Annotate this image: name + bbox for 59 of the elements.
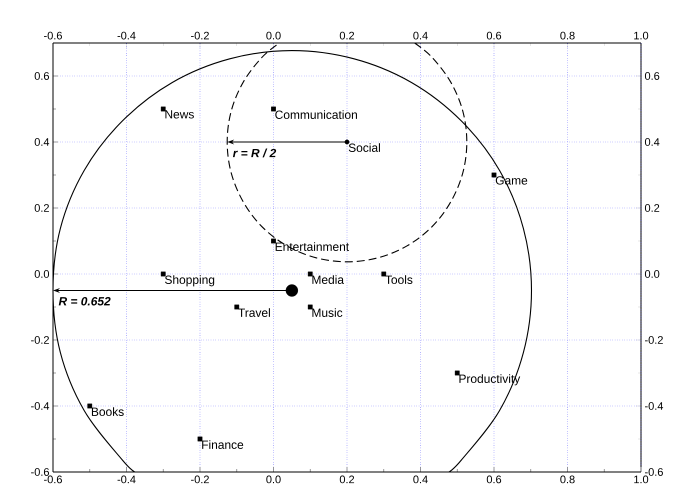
y-tick-label: -0.2 bbox=[31, 336, 49, 344]
point bbox=[87, 404, 92, 408]
y2-tick-label: 0.6 bbox=[644, 72, 660, 80]
x-tick-label: 1.0 bbox=[634, 32, 648, 40]
series-label: Music bbox=[312, 308, 342, 317]
point bbox=[234, 304, 240, 310]
y2-tick-label: -0.2 bbox=[645, 336, 663, 344]
point bbox=[308, 272, 313, 276]
point bbox=[308, 304, 313, 310]
x2-tick-label: 0.4 bbox=[413, 476, 428, 484]
y-tick-label: -0.4 bbox=[31, 402, 50, 410]
point bbox=[198, 436, 202, 442]
x-tick-label: -0.2 bbox=[191, 32, 209, 40]
point bbox=[286, 284, 298, 297]
y2-tick-label: -0.6 bbox=[645, 468, 663, 476]
series-label: Travel bbox=[238, 308, 270, 317]
x2-tick-label: 0.6 bbox=[486, 476, 502, 484]
point bbox=[160, 106, 166, 112]
x-tick-label: 0.2 bbox=[340, 32, 354, 40]
x-tick-label: -0.4 bbox=[118, 32, 136, 40]
series-label: Social bbox=[348, 143, 380, 152]
point bbox=[344, 140, 350, 144]
x-tick-label: 0.0 bbox=[266, 32, 281, 40]
x2-tick-label: -0.4 bbox=[118, 476, 136, 484]
y-tick-label: 0.0 bbox=[34, 270, 50, 278]
x2-tick-label: 1.0 bbox=[634, 476, 648, 484]
y-tick-label: -0.6 bbox=[31, 468, 49, 476]
y2-tick-label: 0.4 bbox=[644, 138, 660, 146]
x2-tick-label: 0.2 bbox=[340, 476, 354, 484]
x-tick-label: 0.4 bbox=[413, 32, 428, 40]
series-label: Tools bbox=[385, 275, 412, 284]
y2-tick-label: 0.0 bbox=[644, 270, 660, 278]
x2-tick-label: 0.8 bbox=[560, 476, 575, 484]
series-label: Books bbox=[92, 407, 124, 416]
annotation: r = R / 2 bbox=[232, 148, 276, 158]
y-tick-label: 0.6 bbox=[34, 72, 49, 80]
point bbox=[381, 272, 386, 276]
x-tick-label: 0.8 bbox=[560, 32, 575, 40]
point bbox=[454, 370, 460, 376]
series-label: News bbox=[165, 110, 194, 119]
series-label: Shopping bbox=[164, 275, 214, 286]
x2-tick-label: -0.6 bbox=[44, 476, 62, 484]
y2-tick-label: -0.4 bbox=[645, 402, 664, 410]
series-label: Media bbox=[312, 275, 344, 284]
series-label: Finance bbox=[202, 440, 244, 449]
y2-tick-label: 0.2 bbox=[644, 204, 660, 212]
series-label: Entertainment bbox=[276, 242, 350, 251]
point bbox=[271, 238, 276, 244]
series-label: Communication bbox=[275, 110, 357, 119]
annotation: R = 0.652 bbox=[58, 297, 111, 306]
x2-tick-label: -0.2 bbox=[191, 476, 209, 484]
point bbox=[492, 172, 496, 178]
y-tick-label: 0.2 bbox=[34, 204, 49, 212]
point bbox=[160, 272, 166, 276]
y-tick-label: 0.4 bbox=[34, 138, 50, 146]
x2-tick-label: 0.0 bbox=[266, 476, 281, 484]
x-tick-label: -0.6 bbox=[44, 32, 62, 40]
x-tick-label: 0.6 bbox=[486, 32, 502, 40]
point bbox=[271, 106, 276, 112]
